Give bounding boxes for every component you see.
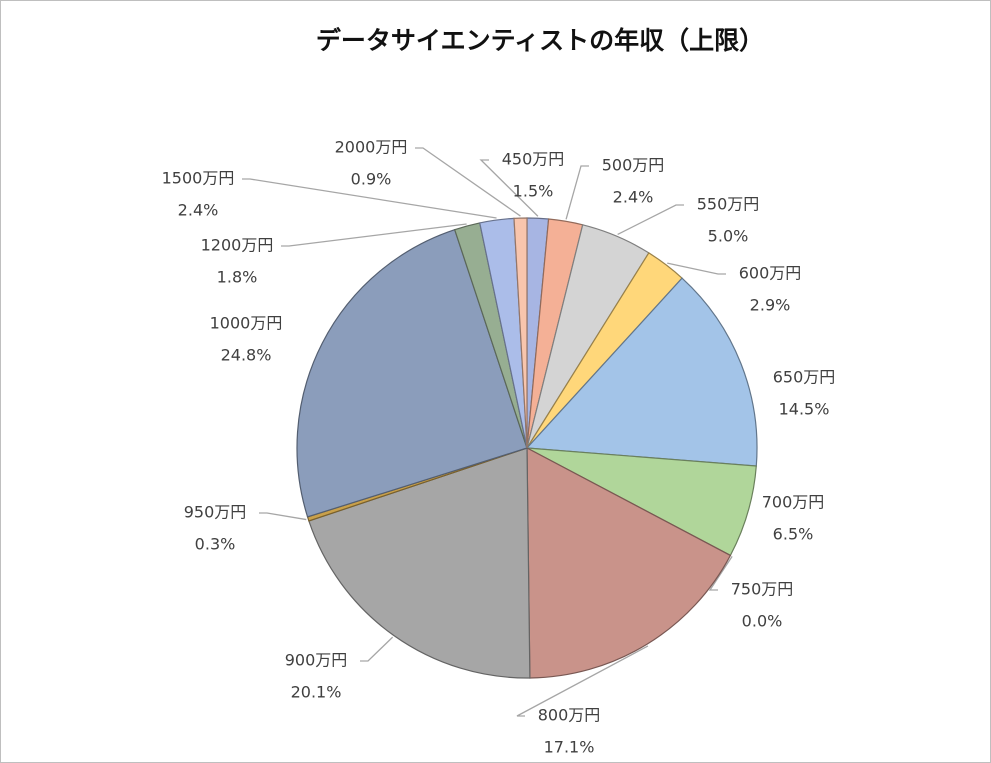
pie-slice [525, 277, 758, 467]
category-label: 2000万円 [335, 138, 408, 157]
value-label: 14.5% [779, 400, 830, 419]
category-label: 450万円 [502, 150, 565, 169]
category-label: 800万円 [538, 706, 601, 725]
leader-line [415, 147, 521, 217]
leader-line [360, 636, 394, 662]
category-label: 900万円 [285, 651, 348, 670]
pie-slice [526, 446, 732, 679]
value-label: 0.9% [351, 170, 392, 189]
category-label: 650万円 [773, 368, 836, 387]
value-label: 24.8% [221, 346, 272, 365]
leader-line [617, 204, 684, 236]
leader-line [242, 178, 497, 219]
pie-slice [296, 228, 528, 518]
leader-line [516, 645, 649, 717]
value-label: 17.1% [544, 738, 595, 757]
leader-line [565, 165, 589, 220]
category-label: 1000万円 [210, 314, 283, 333]
chart-title: データサイエンティストの年収（上限） [316, 26, 764, 55]
category-label: 600万円 [739, 264, 802, 283]
category-label: 700万円 [762, 493, 825, 512]
leader-line [708, 556, 733, 591]
leader-line [667, 262, 726, 275]
category-label: 1200万円 [201, 236, 274, 255]
category-label: 500万円 [602, 156, 665, 175]
value-label: 2.4% [613, 188, 654, 207]
leader-line [259, 512, 307, 521]
leader-line [281, 223, 467, 247]
value-label: 1.5% [513, 182, 554, 201]
value-label: 5.0% [708, 227, 749, 246]
leader-line [479, 159, 539, 217]
value-label: 2.4% [178, 201, 219, 220]
category-label: 750万円 [731, 580, 794, 599]
value-label: 0.3% [195, 535, 236, 554]
value-label: 1.8% [217, 268, 258, 287]
category-label: 550万円 [697, 195, 760, 214]
pie-slice [308, 447, 531, 679]
category-label: 950万円 [184, 503, 247, 522]
value-label: 6.5% [773, 525, 814, 544]
pie-slice [513, 217, 528, 449]
value-label: 20.1% [291, 683, 342, 702]
category-label: 1500万円 [162, 169, 235, 188]
value-label: 2.9% [750, 296, 791, 315]
value-label: 0.0% [742, 612, 783, 631]
